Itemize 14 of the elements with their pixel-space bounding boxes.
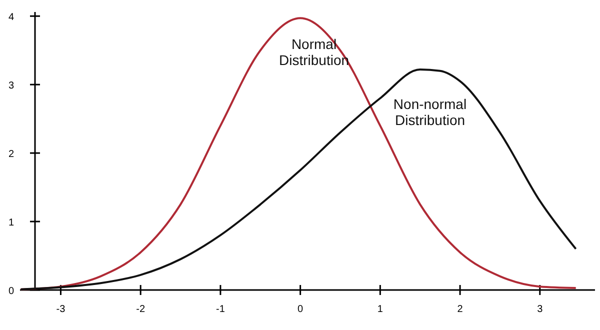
x-tick-label: 2 (457, 304, 464, 315)
x-tick-label: -2 (136, 304, 146, 315)
y-tick-label: 2 (8, 149, 14, 160)
annotation: Non-normal Distribution (393, 96, 467, 128)
y-tick-label: 1 (8, 218, 14, 229)
y-tick-label: 0 (8, 286, 14, 297)
x-tick-label: 3 (537, 304, 544, 315)
x-tick-label: 0 (298, 304, 304, 315)
x-tick-label: -1 (216, 304, 226, 315)
x-tick-label: -3 (56, 304, 66, 315)
y-tick-label: 3 (8, 80, 14, 92)
line-series (20, 68, 577, 290)
x-tick-label: 1 (377, 304, 384, 315)
y-tick-label: 4 (8, 12, 14, 24)
